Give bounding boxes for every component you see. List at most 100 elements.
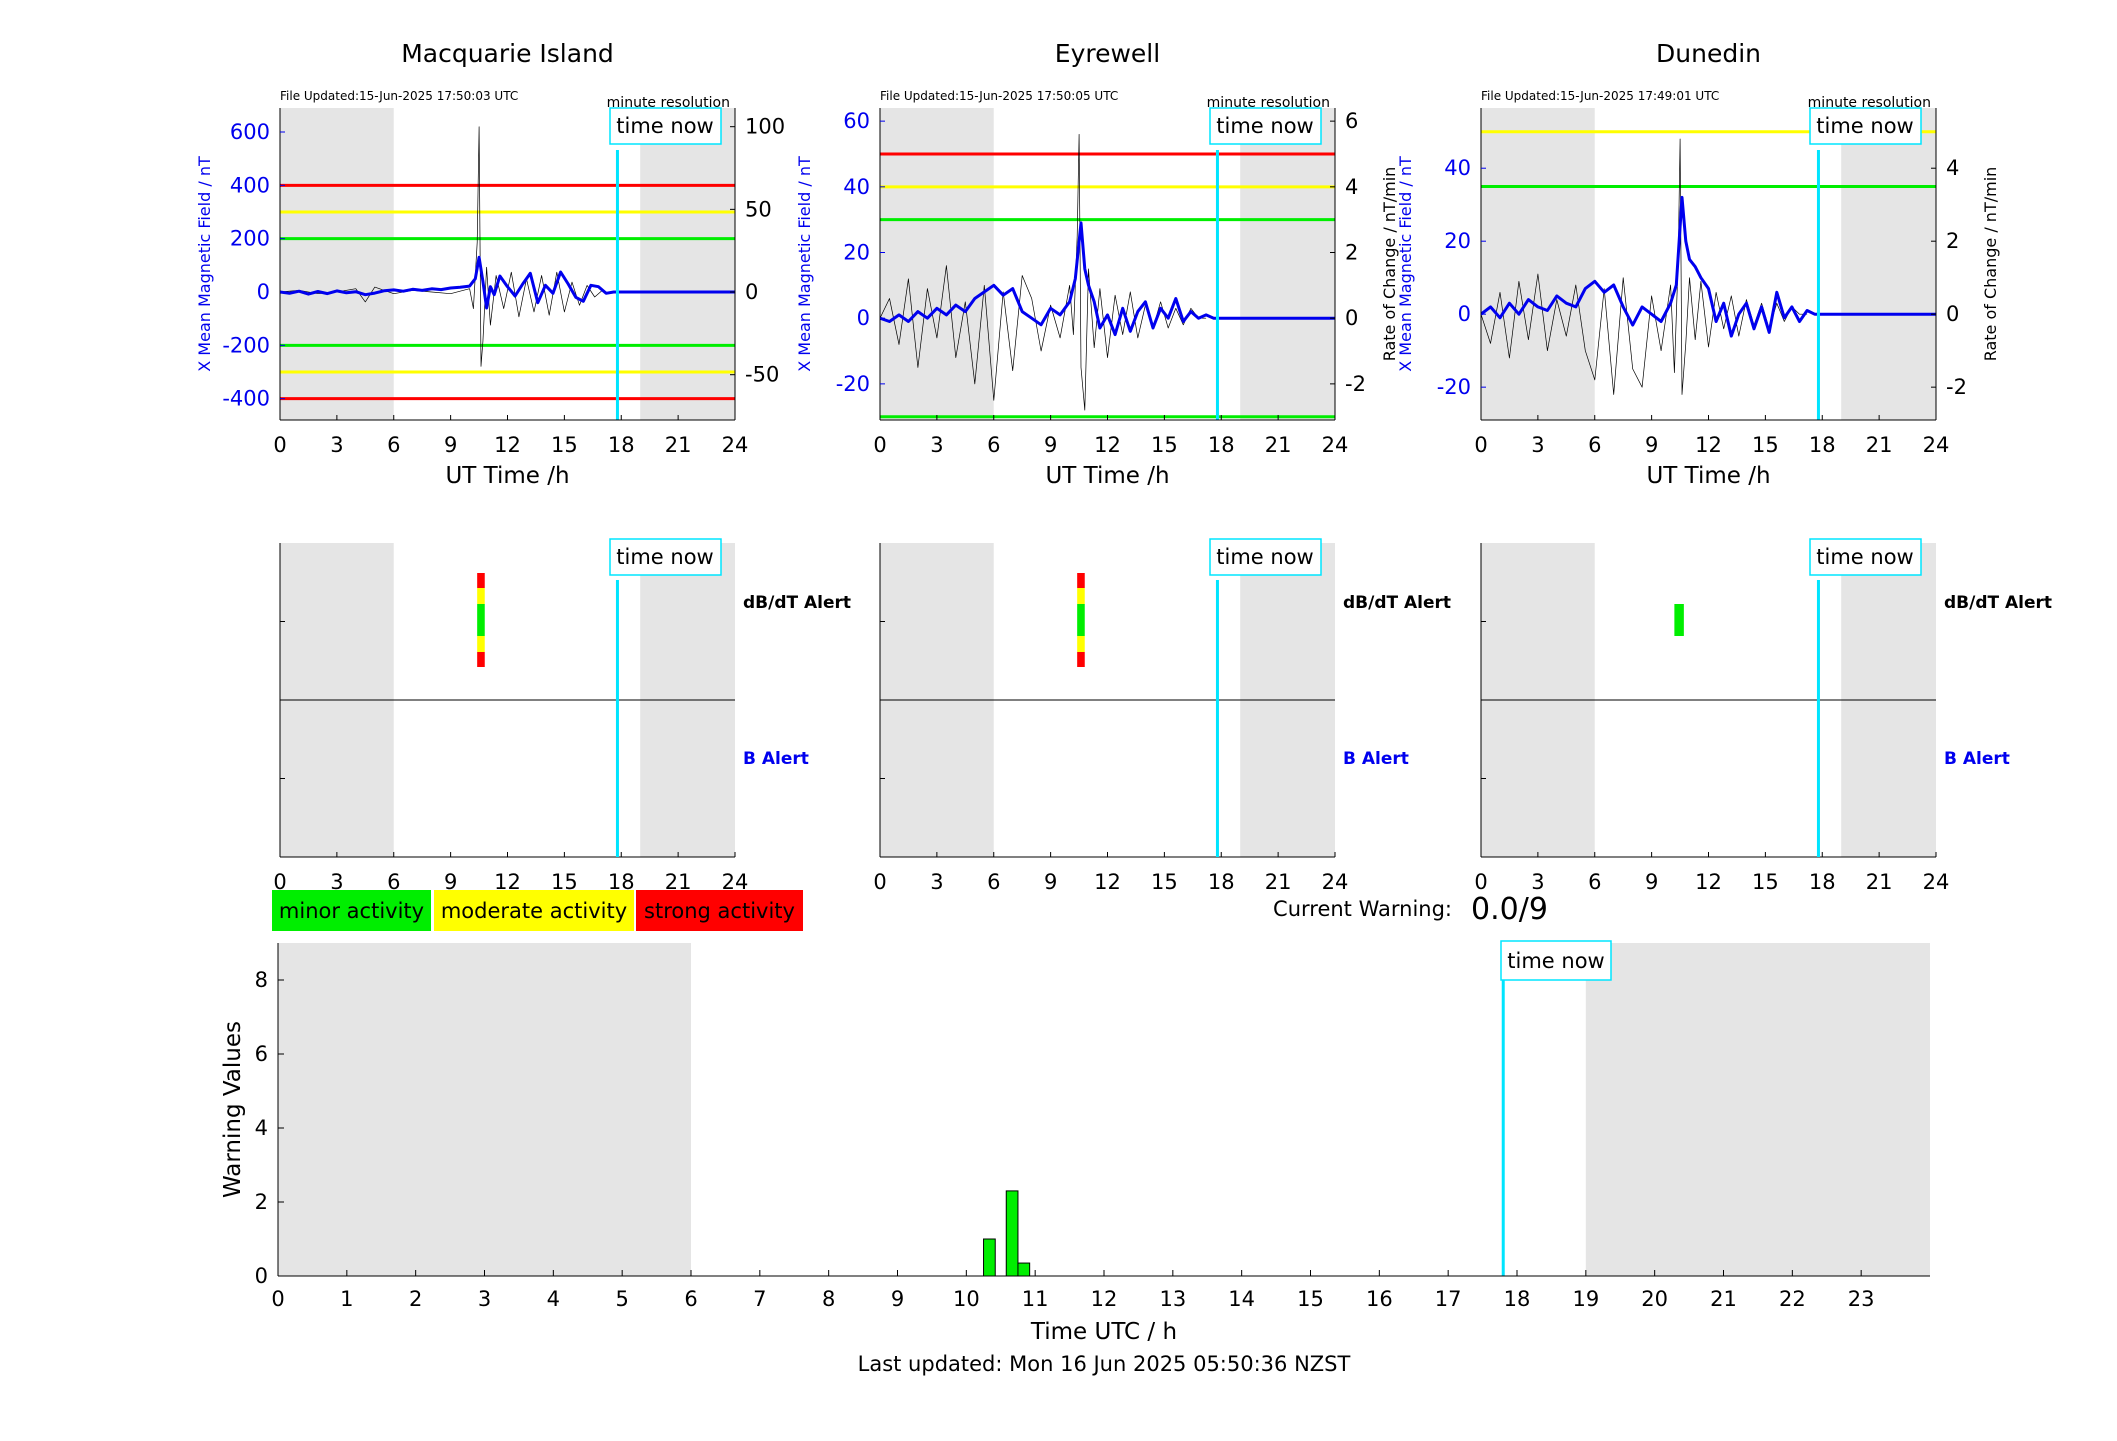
time-now-label: time now — [1507, 949, 1604, 973]
dbdt-alert-bar-segment — [1077, 636, 1085, 652]
legend-swatch — [272, 890, 431, 931]
warning-bar — [1005, 1190, 1019, 1277]
x-tick-label: 6 — [1588, 433, 1601, 457]
x-tick-label: 9 — [1044, 870, 1057, 894]
y-left-tick-label: 0 — [1458, 302, 1471, 326]
y-right-axis-label: Rate of Change / nT/min — [1380, 167, 1399, 362]
y-left-tick-label: -200 — [222, 333, 270, 357]
x-tick-label: 15 — [551, 433, 578, 457]
dbdt-alert-bar-segment — [1674, 604, 1684, 636]
time-now-label: time now — [1216, 545, 1313, 569]
x-tick-label: 17 — [1435, 1287, 1462, 1311]
y-right-axis-label: Rate of Change / nT/min — [1981, 167, 2000, 362]
station-title: Eyrewell — [1055, 39, 1160, 68]
x-tick-label: 24 — [1923, 870, 1950, 894]
x-tick-label: 18 — [1809, 433, 1836, 457]
x-tick-label: 24 — [1923, 433, 1950, 457]
x-tick-label: 18 — [1208, 433, 1235, 457]
x-tick-label: 18 — [1504, 1287, 1531, 1311]
y-left-tick-label: 400 — [230, 173, 270, 197]
x-tick-label: 3 — [478, 1287, 491, 1311]
y-right-tick-label: -2 — [1345, 372, 1366, 396]
x-tick-label: 22 — [1779, 1287, 1806, 1311]
time-now-label: time now — [616, 545, 713, 569]
x-tick-label: 18 — [608, 433, 635, 457]
station-panel-1: Eyrewell time now File Updated:15-Jun-2025… — [795, 39, 1399, 489]
b-alert-label: B Alert — [1944, 749, 2010, 769]
y-left-tick-label: 0 — [857, 306, 870, 330]
night-shading — [1841, 108, 1936, 420]
mean-field-line — [280, 255, 735, 310]
y-left-tick-label: -400 — [222, 387, 270, 411]
dbdt-alert-bar-segment — [477, 588, 485, 604]
x-tick-label: 12 — [494, 433, 521, 457]
y-right-tick-label: 2 — [1946, 229, 1959, 253]
time-now-label: time now — [1816, 114, 1913, 138]
x-tick-label: 9 — [444, 433, 457, 457]
dbdt-alert-bar-segment — [477, 573, 485, 588]
y-tick-label: 2 — [255, 1190, 268, 1214]
dbdt-alert-label: dB/dT Alert — [1343, 593, 1451, 613]
dbdt-alert-bar-segment — [477, 636, 485, 652]
x-tick-label: 6 — [1588, 870, 1601, 894]
x-tick-label: 15 — [1151, 870, 1178, 894]
x-axis-label: Time UTC / h — [1030, 1319, 1177, 1345]
x-tick-label: 0 — [1474, 870, 1487, 894]
legend-swatch — [636, 890, 803, 931]
x-tick-label: 12 — [1695, 433, 1722, 457]
x-tick-label: 12 — [1091, 1287, 1118, 1311]
x-tick-label: 21 — [1866, 433, 1893, 457]
x-tick-label: 19 — [1572, 1287, 1599, 1311]
dbdt-alert-label: dB/dT Alert — [743, 593, 851, 613]
x-tick-label: 23 — [1848, 1287, 1875, 1311]
y-left-tick-label: 20 — [843, 241, 870, 265]
y-right-tick-label: 0 — [1946, 302, 1959, 326]
file-updated-text: File Updated:15-Jun-2025 17:50:05 UTC — [880, 89, 1118, 103]
y-left-tick-label: 600 — [230, 120, 270, 144]
dbdt-alert-bar-segment — [1077, 652, 1085, 667]
station-title: Dunedin — [1656, 39, 1761, 68]
x-tick-label: 21 — [665, 433, 692, 457]
time-now-box — [1809, 107, 1922, 145]
y-left-tick-label: 200 — [230, 227, 270, 251]
x-tick-label: 15 — [1752, 433, 1779, 457]
y-left-axis-label: X Mean Magnetic Field / nT — [1396, 156, 1415, 372]
y-left-tick-label: 0 — [257, 280, 270, 304]
dbdt-alert-bar-segment — [477, 652, 485, 667]
time-now-label: time now — [1816, 545, 1913, 569]
resolution-text: minute resolution — [607, 95, 730, 111]
x-tick-label: 24 — [1322, 433, 1349, 457]
night-shading — [280, 108, 394, 420]
y-left-axis-label: X Mean Magnetic Field / nT — [195, 156, 214, 372]
night-shading — [278, 943, 691, 1276]
y-right-tick-label: 2 — [1345, 241, 1358, 265]
x-tick-label: 9 — [1645, 433, 1658, 457]
x-tick-label: 12 — [1695, 870, 1722, 894]
time-now-box — [1209, 107, 1322, 145]
y-right-tick-label: 100 — [745, 115, 785, 139]
x-tick-label: 12 — [1094, 870, 1121, 894]
x-tick-label: 1 — [340, 1287, 353, 1311]
x-tick-label: 21 — [1710, 1287, 1737, 1311]
x-tick-label: 4 — [547, 1287, 560, 1311]
legend-label: moderate activity — [441, 899, 627, 923]
y-right-tick-label: -2 — [1946, 375, 1967, 399]
x-tick-label: 6 — [387, 870, 400, 894]
night-shading — [1481, 108, 1595, 420]
x-tick-label: 5 — [615, 1287, 628, 1311]
file-updated-text: File Updated:15-Jun-2025 17:50:03 UTC — [280, 89, 518, 103]
x-tick-label: 0 — [873, 870, 886, 894]
x-tick-label: 3 — [930, 433, 943, 457]
y-axis-label: Warning Values — [220, 1021, 246, 1198]
station-panel-0: Macquarie Island time now File Updated:15-… — [195, 39, 785, 489]
dbdt-alert-label: dB/dT Alert — [1944, 593, 2052, 613]
x-tick-label: 13 — [1159, 1287, 1186, 1311]
x-tick-label: 8 — [822, 1287, 835, 1311]
x-tick-label: 3 — [1531, 433, 1544, 457]
x-tick-label: 3 — [1531, 870, 1544, 894]
x-tick-label: 14 — [1228, 1287, 1255, 1311]
warning-bar — [983, 1238, 996, 1277]
